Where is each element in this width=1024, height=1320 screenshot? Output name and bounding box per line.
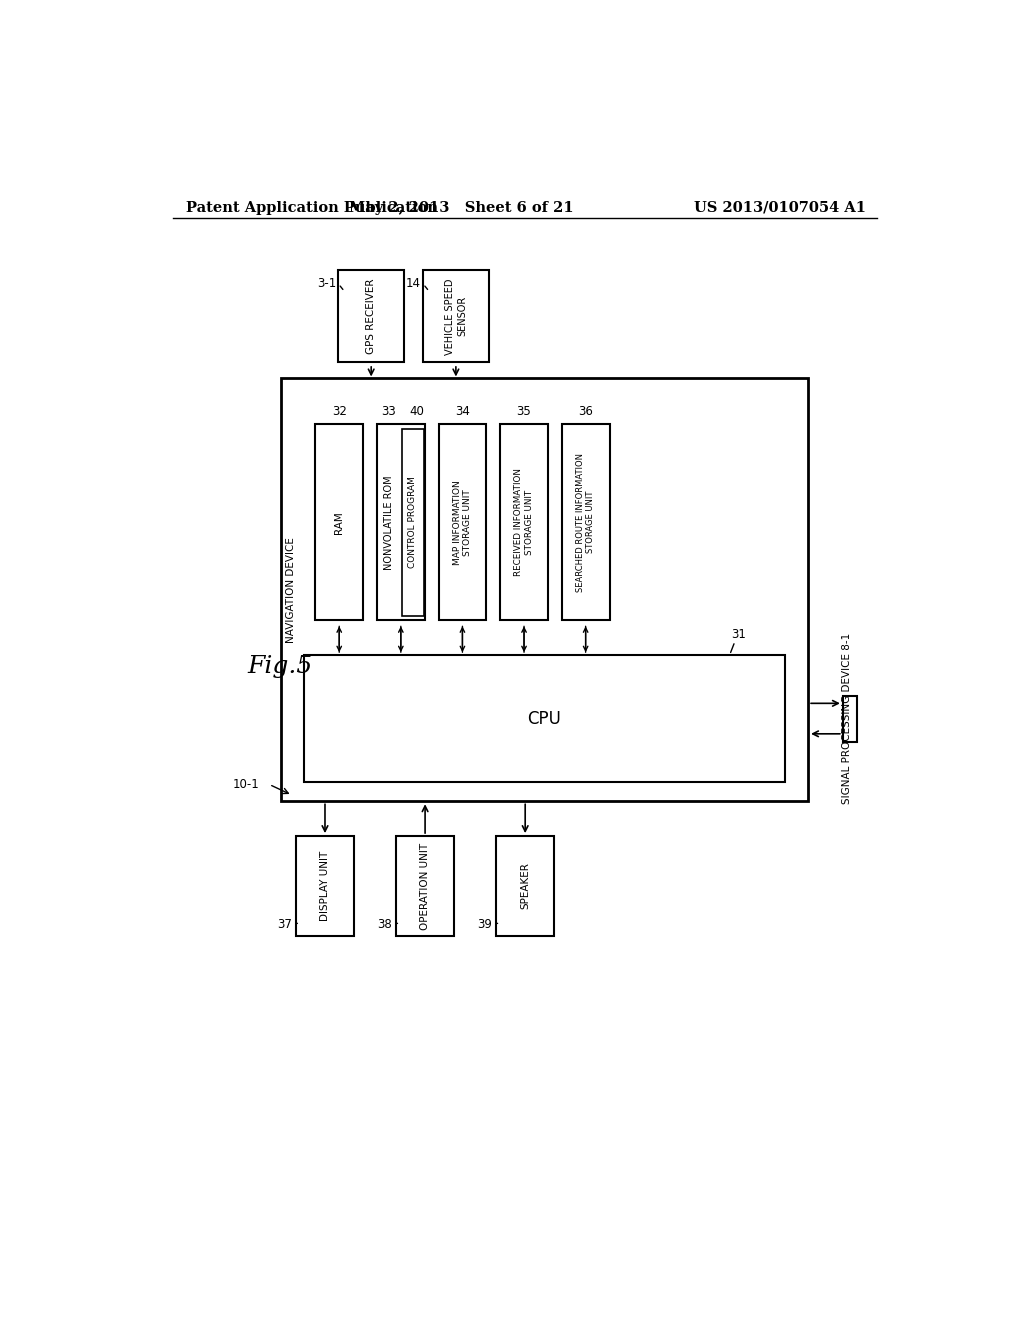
Bar (497, 836, 554, 936)
Text: 37: 37 (278, 917, 292, 931)
Text: NAVIGATION DEVICE: NAVIGATION DEVICE (287, 537, 297, 643)
Text: Fig.5: Fig.5 (248, 655, 313, 678)
Text: RAM: RAM (334, 511, 344, 533)
Text: May 2, 2013   Sheet 6 of 21: May 2, 2013 Sheet 6 of 21 (349, 201, 574, 215)
Text: GPS RECEIVER: GPS RECEIVER (367, 279, 376, 354)
Text: VEHICLE SPEED
SENSOR: VEHICLE SPEED SENSOR (444, 279, 467, 355)
Text: DISPLAY UNIT: DISPLAY UNIT (319, 851, 330, 921)
Text: SEARCHED ROUTE INFORMATION
STORAGE UNIT: SEARCHED ROUTE INFORMATION STORAGE UNIT (575, 453, 595, 591)
Bar (401, 429, 424, 615)
Text: MAP INFORMATION
STORAGE UNIT: MAP INFORMATION STORAGE UNIT (453, 480, 472, 565)
Text: 33: 33 (382, 405, 396, 418)
Text: 36: 36 (579, 405, 593, 418)
Bar (500, 424, 548, 620)
Text: CONTROL PROGRAM: CONTROL PROGRAM (409, 477, 417, 568)
Bar (315, 424, 364, 620)
Text: 14: 14 (406, 277, 421, 290)
Bar (281, 378, 808, 801)
Text: RECEIVED INFORMATION
STORAGE UNIT: RECEIVED INFORMATION STORAGE UNIT (514, 469, 534, 576)
Text: 3-1: 3-1 (316, 277, 336, 290)
Bar (423, 271, 488, 363)
Bar (396, 836, 454, 936)
Text: 39: 39 (477, 917, 493, 931)
Text: SIGNAL PROCESSING DEVICE 8-1: SIGNAL PROCESSING DEVICE 8-1 (842, 634, 852, 804)
Text: 32: 32 (332, 405, 347, 418)
Text: SPEAKER: SPEAKER (520, 862, 530, 909)
Bar (438, 424, 486, 620)
Text: 31: 31 (731, 628, 746, 642)
Bar (304, 655, 785, 781)
Bar (377, 424, 425, 620)
Text: 40: 40 (410, 405, 424, 418)
Text: 38: 38 (378, 917, 392, 931)
Text: 10-1: 10-1 (232, 777, 259, 791)
Text: Patent Application Publication: Patent Application Publication (186, 201, 438, 215)
Text: OPERATION UNIT: OPERATION UNIT (420, 842, 430, 929)
Text: US 2013/0107054 A1: US 2013/0107054 A1 (694, 201, 866, 215)
Bar (843, 696, 857, 742)
Bar (296, 836, 354, 936)
Text: 34: 34 (455, 405, 470, 418)
Text: CPU: CPU (527, 710, 561, 727)
Text: 35: 35 (517, 405, 531, 418)
Bar (339, 271, 403, 363)
Text: NONVOLATILE ROM: NONVOLATILE ROM (384, 475, 394, 569)
Bar (562, 424, 609, 620)
